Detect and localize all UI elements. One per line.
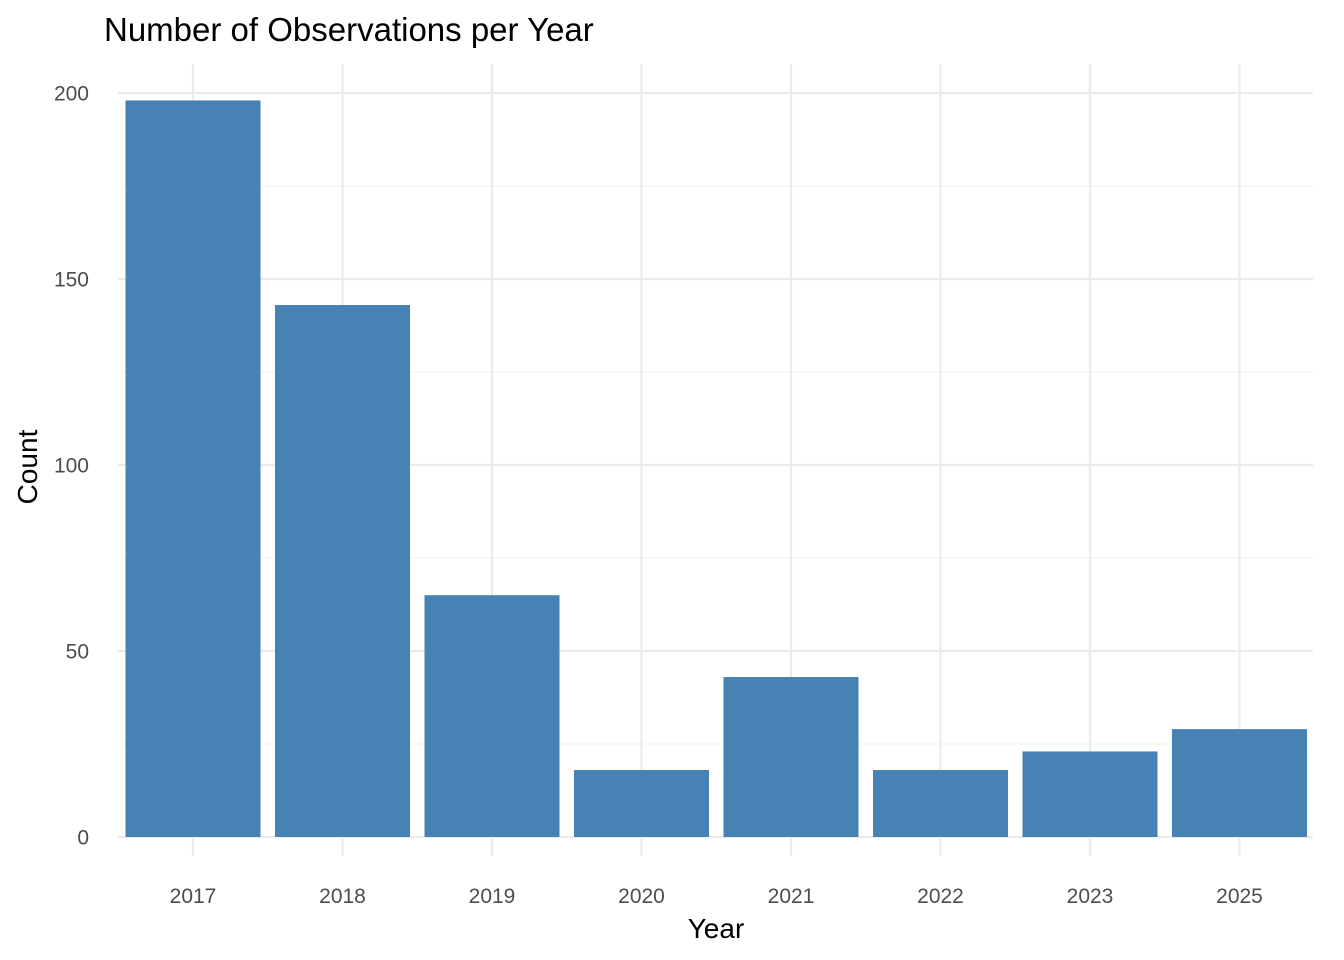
x-tick-label: 2025 xyxy=(1216,885,1263,908)
x-tick-label: 2023 xyxy=(1067,885,1114,908)
x-tick-label: 2017 xyxy=(170,885,217,908)
bars xyxy=(125,100,1307,837)
x-tick-label: 2018 xyxy=(319,885,366,908)
bar-2019 xyxy=(424,595,560,837)
x-axis-title: Year xyxy=(688,913,745,944)
x-tick-label: 2019 xyxy=(469,885,516,908)
y-axis-title: Count xyxy=(12,429,43,504)
bar-2018 xyxy=(275,305,410,837)
chart-title: Number of Observations per Year xyxy=(104,11,594,48)
x-tick-label: 2022 xyxy=(917,885,964,908)
bar-2017 xyxy=(125,100,261,837)
y-axis-ticks: 0 50 100 150 200 xyxy=(54,83,89,850)
y-tick-label: 0 xyxy=(77,827,89,850)
bar-2021 xyxy=(723,677,859,837)
bar-2023 xyxy=(1022,751,1158,837)
y-tick-label: 150 xyxy=(54,269,89,292)
y-tick-label: 100 xyxy=(54,455,89,478)
x-tick-label: 2021 xyxy=(768,885,815,908)
y-tick-label: 200 xyxy=(54,83,89,106)
bar-2025 xyxy=(1172,729,1307,837)
x-axis-ticks: 2017 2018 2019 2020 2021 2022 2023 2025 xyxy=(170,885,1263,908)
bar-2020 xyxy=(574,770,709,837)
bar-2022 xyxy=(873,770,1008,837)
y-tick-label: 50 xyxy=(66,641,89,664)
x-tick-label: 2020 xyxy=(618,885,665,908)
